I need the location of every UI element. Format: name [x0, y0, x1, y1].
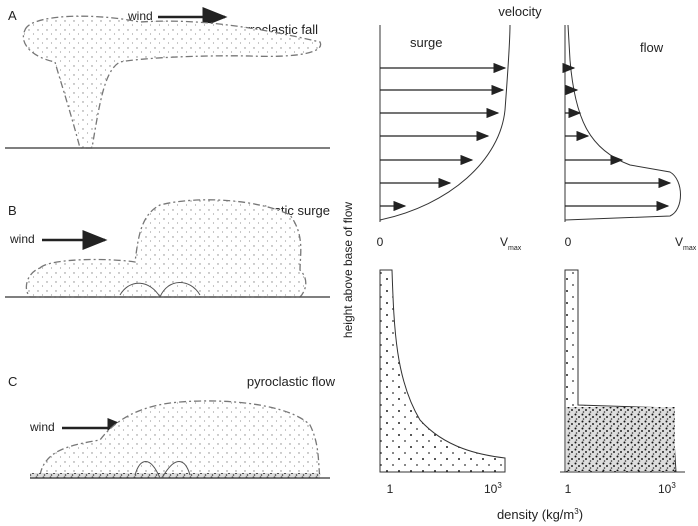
tick-label: V — [500, 235, 508, 249]
panel-letter: A — [8, 8, 17, 23]
wind-label: wind — [127, 9, 153, 23]
tick-label-sup: 3 — [671, 481, 676, 490]
vent-jets — [134, 461, 191, 479]
density-profile — [379, 269, 506, 473]
basal-flow — [30, 473, 320, 479]
y-axis-label: height above base of flow — [341, 202, 355, 338]
tick-label-sub: max — [508, 245, 522, 252]
wind-label: wind — [9, 232, 35, 246]
panel-title: pyroclastic flow — [247, 374, 336, 389]
tick-label: V — [675, 235, 683, 249]
surge-cloud — [25, 199, 307, 298]
tick-label: 0 — [377, 235, 384, 249]
tick-label: 10 — [658, 482, 672, 496]
tick-label: Vmax — [675, 235, 697, 252]
tick-label: 10 — [484, 482, 498, 496]
dense-layer — [566, 407, 675, 471]
panel-a: A wind pyroclastic fall — [5, 7, 330, 149]
tick-label: 103 — [484, 481, 502, 496]
profile-title: surge — [410, 35, 443, 50]
panel-letter: C — [8, 374, 17, 389]
density-label: density (kg/m3) — [497, 507, 583, 522]
velocity-profile — [379, 24, 511, 221]
tick-label: 1 — [387, 482, 394, 496]
profile-title: flow — [640, 40, 664, 55]
eruption-plume — [22, 15, 322, 149]
tick-label: 1 — [565, 482, 572, 496]
velocity-arrows — [562, 62, 672, 212]
velocity-arrows — [380, 62, 507, 212]
panel-letter: B — [8, 203, 17, 218]
wind-label: wind — [29, 420, 55, 434]
panel-b: B pyroclastic surge wind — [5, 199, 330, 298]
panel-c: C pyroclastic flow wind — [8, 374, 336, 479]
tick-label-sup: 3 — [497, 481, 502, 490]
velocity-profile — [564, 24, 681, 221]
density-label: density (kg/m — [497, 507, 574, 522]
velocity-title: velocity — [498, 4, 542, 19]
density-label: ) — [579, 507, 583, 522]
tick-label: Vmax — [500, 235, 522, 252]
density-label-sup: 3 — [574, 507, 579, 516]
flow-cloud — [32, 400, 321, 479]
tick-label-sub: max — [683, 245, 697, 252]
tick-label: 103 — [658, 481, 676, 496]
tick-label: 0 — [565, 235, 572, 249]
vent-jets — [119, 282, 201, 298]
